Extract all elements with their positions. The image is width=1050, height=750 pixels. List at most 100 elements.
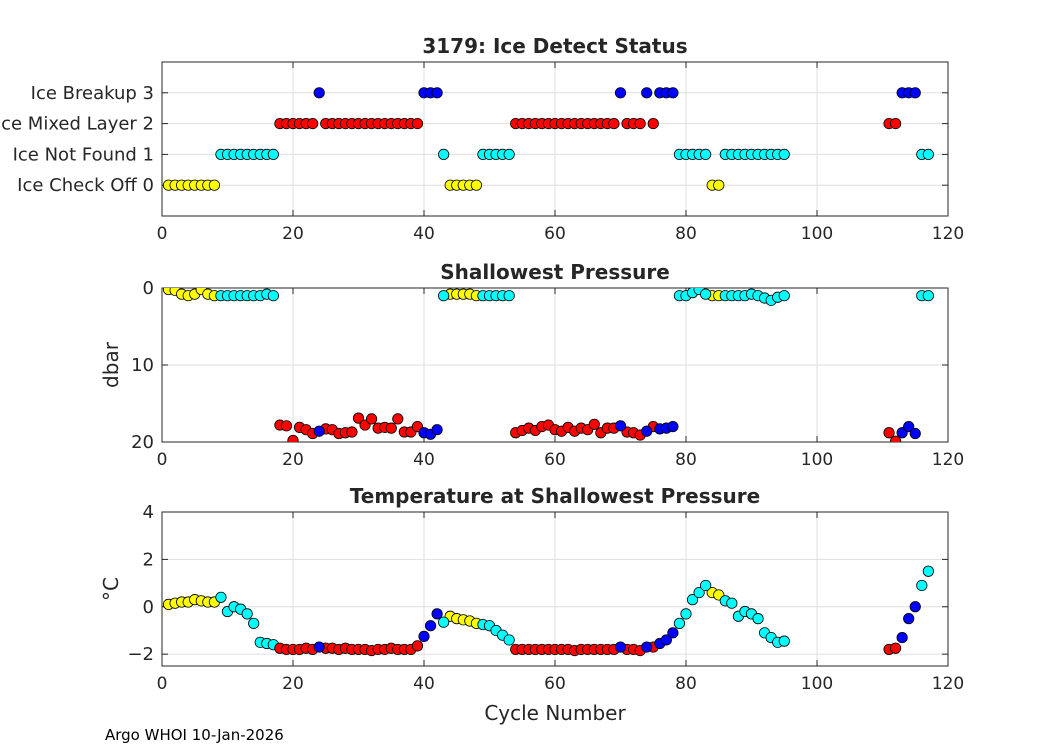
x-tick-label: 80 bbox=[675, 674, 697, 694]
data-point bbox=[438, 148, 450, 160]
data-point bbox=[267, 148, 279, 160]
x-tick-label: 60 bbox=[544, 224, 566, 244]
x-axis-label: Cycle Number bbox=[484, 701, 626, 725]
x-tick-label: 20 bbox=[282, 674, 304, 694]
data-point bbox=[588, 418, 600, 430]
data-point bbox=[208, 179, 220, 191]
data-point bbox=[778, 290, 790, 302]
data-point bbox=[438, 290, 450, 302]
x-tick-label: 80 bbox=[675, 224, 697, 244]
data-point bbox=[287, 434, 299, 442]
data-point bbox=[503, 148, 515, 160]
x-tick-label: 20 bbox=[282, 450, 304, 470]
data-point bbox=[896, 631, 908, 644]
data-point bbox=[890, 435, 902, 442]
data-point bbox=[667, 627, 679, 639]
data-point bbox=[313, 425, 325, 437]
data-point bbox=[418, 630, 430, 642]
y-tick-label: Ice Not Found 1 bbox=[13, 144, 154, 165]
data-point bbox=[922, 148, 934, 160]
x-tick-label: 0 bbox=[157, 674, 168, 694]
x-tick-label: 40 bbox=[413, 674, 435, 694]
chart-title: Shallowest Pressure bbox=[440, 260, 670, 284]
data-point bbox=[411, 640, 424, 652]
data-point bbox=[726, 597, 738, 609]
data-point bbox=[503, 290, 515, 302]
x-tick-label: 40 bbox=[413, 450, 435, 470]
x-tick-label: 80 bbox=[675, 450, 697, 470]
data-point bbox=[608, 118, 620, 130]
data-point bbox=[660, 634, 672, 646]
data-point bbox=[889, 118, 902, 130]
data-points bbox=[162, 87, 934, 191]
chart-title: 3179: Ice Detect Status bbox=[422, 34, 687, 58]
data-point bbox=[411, 118, 424, 130]
data-point bbox=[916, 579, 928, 592]
x-tick-label: 120 bbox=[932, 224, 964, 244]
data-point bbox=[922, 565, 934, 577]
data-point bbox=[346, 426, 358, 438]
data-points bbox=[162, 565, 934, 657]
data-point bbox=[778, 148, 790, 160]
data-point bbox=[641, 87, 653, 99]
x-tick-label: 60 bbox=[544, 674, 566, 694]
data-point bbox=[909, 601, 921, 613]
data-point bbox=[385, 422, 397, 434]
data-point bbox=[431, 608, 443, 620]
data-point bbox=[641, 641, 653, 653]
footer-credit: Argo WHOI 10-Jan-2026 bbox=[105, 726, 284, 744]
x-tick-label: 0 bbox=[157, 450, 168, 470]
data-point bbox=[307, 118, 319, 130]
data-point bbox=[667, 87, 679, 99]
data-point bbox=[673, 617, 686, 629]
x-tick-label: 40 bbox=[413, 224, 435, 244]
data-point bbox=[647, 118, 659, 130]
data-point bbox=[903, 613, 915, 625]
data-point bbox=[267, 290, 279, 302]
data-point bbox=[693, 586, 705, 599]
data-point bbox=[700, 148, 712, 160]
data-point bbox=[392, 413, 404, 425]
data-point bbox=[700, 288, 712, 300]
data-point bbox=[280, 420, 293, 432]
data-point bbox=[424, 620, 437, 632]
data-point bbox=[634, 118, 646, 130]
subplot-1: 0 20 40 60 80 100 120 Ice Check Off 0 Ice Not Fo… bbox=[0, 34, 964, 244]
data-point bbox=[313, 641, 325, 653]
y-tick-label: 0 bbox=[143, 597, 154, 618]
x-tick-label: 20 bbox=[282, 224, 304, 244]
data-point bbox=[713, 179, 725, 191]
data-point bbox=[313, 87, 325, 99]
data-point bbox=[241, 608, 253, 620]
y-tick-label: −2 bbox=[127, 644, 154, 665]
x-tick-label: 100 bbox=[801, 674, 833, 694]
data-point bbox=[922, 290, 934, 302]
data-point bbox=[680, 608, 692, 620]
y-tick-label: 4 bbox=[143, 502, 154, 523]
data-point bbox=[641, 425, 653, 437]
data-points bbox=[162, 288, 934, 442]
data-point bbox=[470, 179, 482, 191]
data-point bbox=[614, 641, 627, 653]
x-tick-label: 120 bbox=[932, 674, 964, 694]
data-point bbox=[614, 420, 627, 432]
data-point bbox=[903, 420, 915, 433]
x-tick-label: 100 bbox=[801, 224, 833, 244]
data-point bbox=[431, 87, 443, 99]
data-point bbox=[909, 427, 921, 440]
y-tick-label: Ice Breakup 3 bbox=[31, 83, 154, 104]
x-tick-label: 60 bbox=[544, 450, 566, 470]
y-axis-label: dbar bbox=[99, 341, 123, 388]
data-point bbox=[667, 420, 679, 433]
y-tick-label: 0 bbox=[143, 278, 154, 299]
data-point bbox=[686, 594, 699, 606]
data-point bbox=[909, 87, 921, 99]
y-tick-label: 20 bbox=[131, 432, 154, 453]
x-tick-label: 0 bbox=[157, 224, 168, 244]
data-point bbox=[752, 613, 764, 625]
y-axis-label: °C bbox=[99, 577, 123, 601]
data-point bbox=[215, 591, 227, 603]
